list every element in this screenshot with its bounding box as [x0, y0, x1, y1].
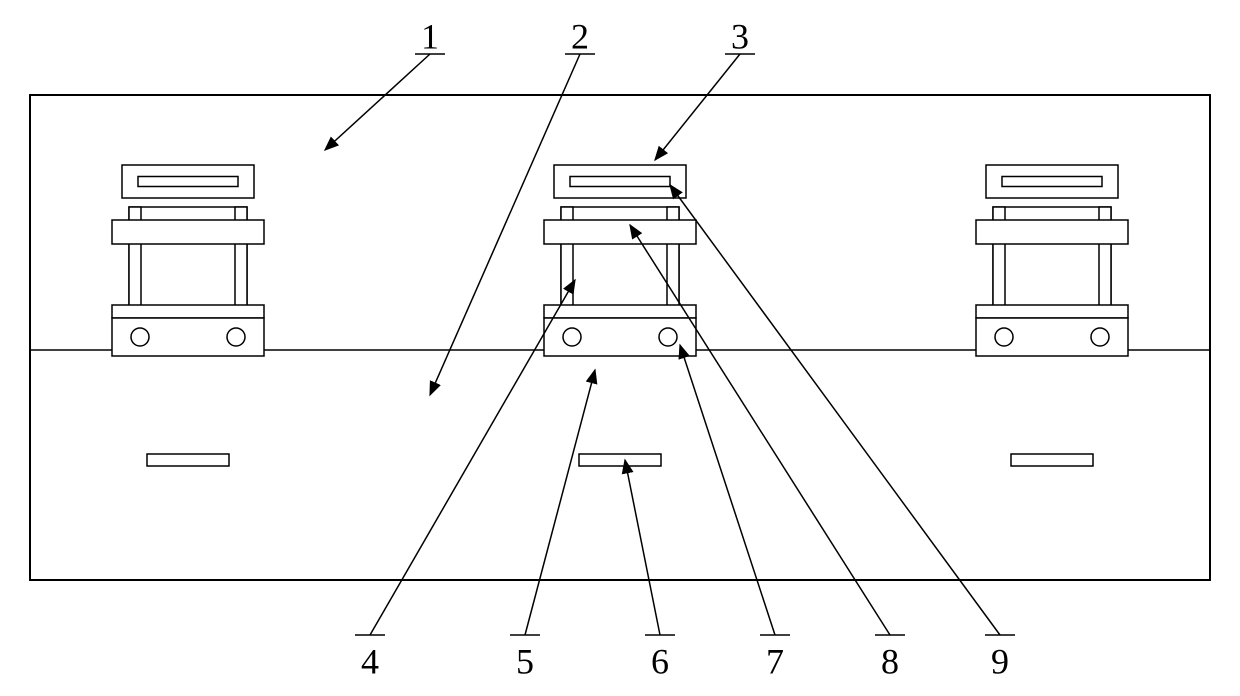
- bolt-right: [227, 328, 245, 346]
- neck-bar-lower: [976, 305, 1128, 318]
- label-6: 6: [651, 641, 669, 681]
- label-3: 3: [731, 16, 749, 56]
- top-cap-slot: [570, 177, 670, 187]
- leader-line-7: [680, 345, 775, 635]
- technical-diagram: 1 2 3 4 5 6 7 8 9: [0, 0, 1240, 696]
- leader-line-4: [370, 280, 575, 635]
- leader-line-8: [630, 225, 890, 635]
- label-1: 1: [421, 16, 439, 56]
- label-2: 2: [571, 16, 589, 56]
- top-cap-slot: [1002, 177, 1102, 187]
- bottom-slot-1: [147, 454, 229, 466]
- neck-bar-upper: [976, 220, 1128, 244]
- neck-bar-upper: [544, 220, 696, 244]
- label-5: 5: [516, 641, 534, 681]
- bolt-right: [1091, 328, 1109, 346]
- neck-bar-lower: [112, 305, 264, 318]
- neck-bar-lower: [544, 305, 696, 318]
- bottom-slot-3: [1011, 454, 1093, 466]
- assembly-2: [544, 165, 696, 356]
- top-cap-slot: [138, 177, 238, 187]
- label-8: 8: [881, 641, 899, 681]
- label-9: 9: [991, 641, 1009, 681]
- leader-line-9: [670, 185, 1000, 635]
- neck-bar-upper: [112, 220, 264, 244]
- bolt-left: [131, 328, 149, 346]
- assembly-3: [976, 165, 1128, 356]
- drawing-root: 1 2 3 4 5 6 7 8 9: [30, 16, 1210, 681]
- bolt-left: [995, 328, 1013, 346]
- bolt-left: [563, 328, 581, 346]
- label-7: 7: [766, 641, 784, 681]
- assembly-1: [112, 165, 264, 356]
- leader-line-6: [625, 460, 660, 635]
- bottom-slot-2: [579, 454, 661, 466]
- leader-line-5: [525, 370, 595, 635]
- leader-line-1: [325, 54, 430, 150]
- bolt-right: [659, 328, 677, 346]
- label-4: 4: [361, 641, 379, 681]
- leader-line-3: [655, 54, 740, 160]
